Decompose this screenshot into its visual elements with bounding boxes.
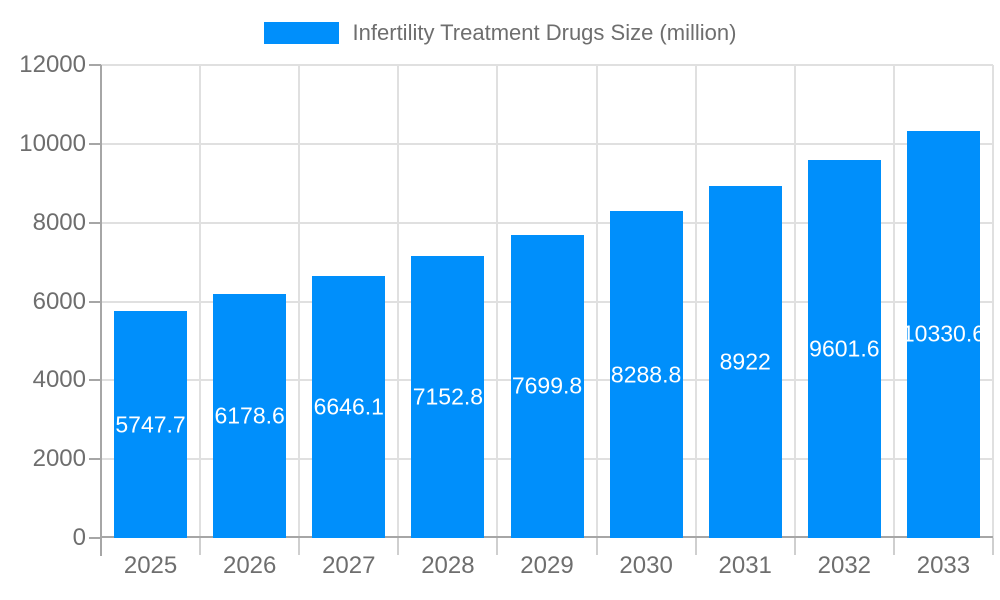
bar-value-label: 6646.1 (313, 393, 384, 420)
bar-value-label: 7152.8 (412, 383, 484, 410)
bar-2031[interactable]: 8922 (708, 186, 782, 538)
x-axis-tick-2 (298, 538, 301, 555)
x-axis-tick-1 (199, 538, 202, 555)
bar-2033[interactable]: 10330.6 (902, 130, 985, 538)
x-axis-tick-5 (595, 538, 598, 555)
bar-value-label: 8288.8 (610, 361, 682, 388)
bar-2030[interactable]: 8288.8 (609, 211, 683, 538)
y-axis-line (100, 65, 102, 556)
gridline-v-2 (298, 65, 301, 538)
x-axis-label-2027: 2027 (322, 552, 376, 579)
y-axis-label-0: 0 (72, 524, 86, 551)
x-axis-tick-9 (992, 538, 994, 555)
bar-value-label: 6178.6 (214, 402, 285, 429)
y-axis-label-12000: 12000 (19, 51, 86, 78)
y-axis-tick-8000 (89, 221, 101, 224)
y-axis-tick-6000 (89, 300, 101, 303)
gridline-h-8000 (101, 221, 993, 224)
x-axis-tick-8 (892, 538, 895, 555)
bar-2032[interactable]: 9601.6 (807, 159, 881, 538)
gridline-v-8 (892, 65, 895, 538)
gridline-v-6 (694, 65, 697, 538)
legend[interactable]: Infertility Treatment Drugs Size (millio… (0, 20, 1000, 46)
y-axis-tick-0 (89, 537, 101, 539)
x-axis-label-2029: 2029 (520, 552, 574, 579)
bar-value-label: 7699.8 (511, 372, 583, 399)
y-axis-label-2000: 2000 (32, 445, 86, 473)
y-axis-label-6000: 6000 (32, 287, 86, 315)
gridline-v-7 (793, 65, 796, 538)
legend-label: Infertility Treatment Drugs Size (millio… (352, 20, 737, 45)
bar-2026[interactable]: 6178.6 (213, 294, 287, 538)
x-axis-label-2028: 2028 (421, 552, 475, 579)
gridline-h-12000 (101, 64, 993, 66)
x-axis-label-2032: 2032 (817, 552, 872, 579)
x-axis-label-2026: 2026 (222, 552, 277, 579)
x-axis-label-2025: 2025 (123, 552, 178, 579)
bar-value-label: 10330.6 (901, 320, 986, 347)
y-axis-label-4000: 4000 (32, 366, 86, 394)
gridline-v-9 (992, 65, 994, 538)
bar-value-label: 8922 (719, 348, 771, 375)
gridline-h-10000 (101, 142, 993, 145)
x-axis-label-2030: 2030 (619, 552, 673, 579)
gridline-v-4 (496, 65, 499, 538)
bar-2027[interactable]: 6646.1 (312, 276, 386, 538)
x-axis-tick-4 (496, 538, 499, 555)
x-axis-tick-3 (397, 538, 400, 555)
gridline-v-5 (595, 65, 598, 538)
bar-2025[interactable]: 5747.7 (114, 311, 188, 538)
x-axis-label-2031: 2031 (718, 552, 772, 579)
bar-value-label: 9601.6 (809, 335, 880, 362)
y-axis-tick-2000 (89, 458, 101, 461)
x-axis-label-2033: 2033 (916, 552, 971, 579)
bar-value-label: 5747.7 (115, 411, 186, 438)
bar-2029[interactable]: 7699.8 (510, 234, 584, 538)
y-axis-label-10000: 10000 (19, 129, 86, 157)
x-axis-tick-6 (694, 538, 697, 555)
y-axis-label-8000: 8000 (32, 208, 86, 236)
plot-area: 5747.7 6178.6 6646.1 7152.8 7699.8 8288.8 8922… (89, 64, 994, 556)
gridline-v-1 (199, 65, 202, 538)
y-axis-tick-4000 (89, 379, 101, 382)
gridline-v-3 (397, 65, 400, 538)
y-axis-tick-10000 (89, 142, 101, 145)
x-axis-tick-7 (793, 538, 796, 555)
y-axis-tick-12000 (89, 64, 101, 66)
bar-2028[interactable]: 7152.8 (411, 256, 485, 538)
legend-swatch-icon (263, 22, 339, 44)
